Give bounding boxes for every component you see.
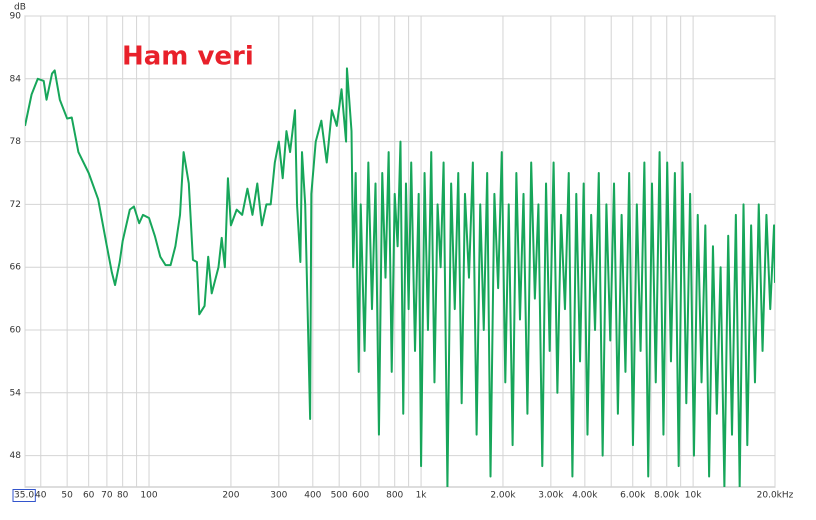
x-tick-label: 6.00k (620, 491, 646, 501)
x-tick-label: 35.0 (14, 491, 34, 501)
x-tick-label: 40 (35, 491, 47, 501)
y-tick-label: 48 (10, 451, 22, 461)
x-tick-label: 1k (416, 491, 428, 501)
x-tick-label: 2.00k (490, 491, 516, 501)
y-tick-label: 90 (10, 12, 22, 22)
x-tick-label: 60 (83, 491, 95, 501)
x-tick-label: 500 (331, 491, 348, 501)
x-tick-label: 80 (117, 491, 129, 501)
y-tick-label: 54 (10, 388, 22, 398)
y-tick-label: 84 (10, 74, 22, 84)
x-tick-label: 50 (61, 491, 73, 501)
x-tick-label: 8.00k (654, 491, 680, 501)
x-tick-label: 10k (685, 491, 702, 501)
y-tick-label: 66 (10, 263, 22, 273)
x-tick-label: 400 (304, 491, 321, 501)
y-tick-label: 72 (10, 200, 21, 210)
x-tick-label: 200 (222, 491, 239, 501)
y-tick-label: 78 (10, 137, 22, 147)
x-start-box (12, 489, 36, 502)
y-axis-label: dB (14, 3, 26, 13)
x-tick-label: 100 (140, 491, 157, 501)
x-tick-label: 3.00k (538, 491, 564, 501)
x-tick-label: 300 (270, 491, 287, 501)
x-tick-label: 4.00k (572, 491, 598, 501)
data-line (25, 67, 775, 487)
x-tick-label: 20.0kHz (757, 491, 794, 501)
chart-title: Ham veri (122, 42, 254, 72)
x-tick-label: 600 (352, 491, 369, 501)
x-tick-label: 70 (101, 491, 113, 501)
x-tick-label: 800 (386, 491, 403, 501)
y-tick-label: 60 (10, 326, 22, 336)
